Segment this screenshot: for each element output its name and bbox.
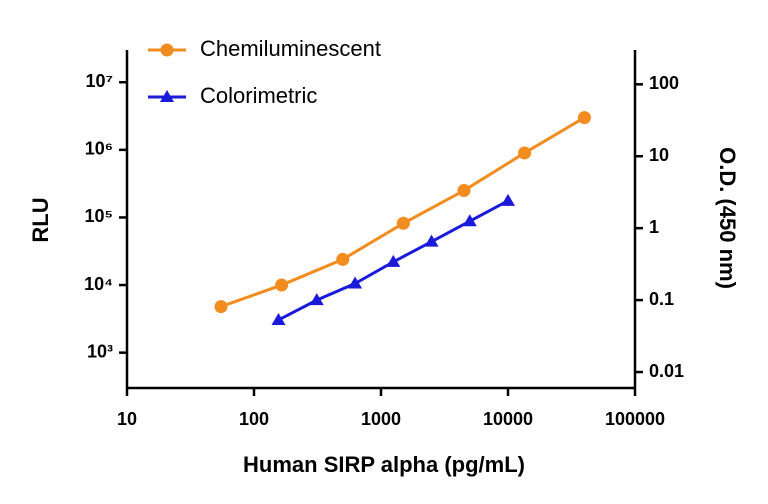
data-point: [424, 234, 439, 247]
x-tick-label: 10: [117, 409, 137, 429]
legend-marker: [160, 43, 174, 57]
x-tick-label: 100: [239, 409, 269, 429]
series-line: [220, 116, 586, 309]
legend-text: Colorimetric: [200, 83, 317, 108]
y-tick-label: 10⁷: [86, 71, 113, 91]
data-point: [577, 111, 591, 125]
x-tick-label: 100000: [605, 409, 665, 429]
y2-tick-label: 1: [649, 217, 659, 237]
data-point: [309, 293, 324, 306]
data-point: [457, 184, 471, 198]
y-axis-title: RLU: [28, 197, 53, 242]
data-point: [348, 276, 363, 289]
y-tick-label: 10⁴: [84, 274, 113, 294]
data-point: [396, 216, 410, 230]
data-point: [271, 312, 286, 325]
y2-tick-label: 0.1: [649, 289, 674, 309]
data-point: [214, 300, 228, 314]
data-point: [275, 278, 289, 292]
y-tick-label: 10⁶: [85, 139, 113, 159]
data-point: [386, 254, 401, 267]
y-tick-label: 10⁵: [85, 206, 113, 226]
data-point: [336, 252, 350, 266]
y2-axis-title: O.D. (450 nm): [715, 147, 740, 289]
legend-text: Chemiluminescent: [200, 36, 381, 61]
data-point: [462, 214, 477, 227]
y2-tick-label: 10: [649, 145, 669, 165]
data-point: [518, 146, 532, 160]
y-tick-label: 10³: [87, 341, 113, 361]
y2-tick-label: 100: [649, 73, 679, 93]
legend-marker: [160, 90, 174, 102]
x-tick-label: 10000: [483, 409, 533, 429]
y2-tick-label: 0.01: [649, 361, 684, 381]
x-tick-label: 1000: [361, 409, 401, 429]
data-point: [501, 193, 515, 206]
x-axis-title: Human SIRP alpha (pg/mL): [243, 452, 525, 477]
